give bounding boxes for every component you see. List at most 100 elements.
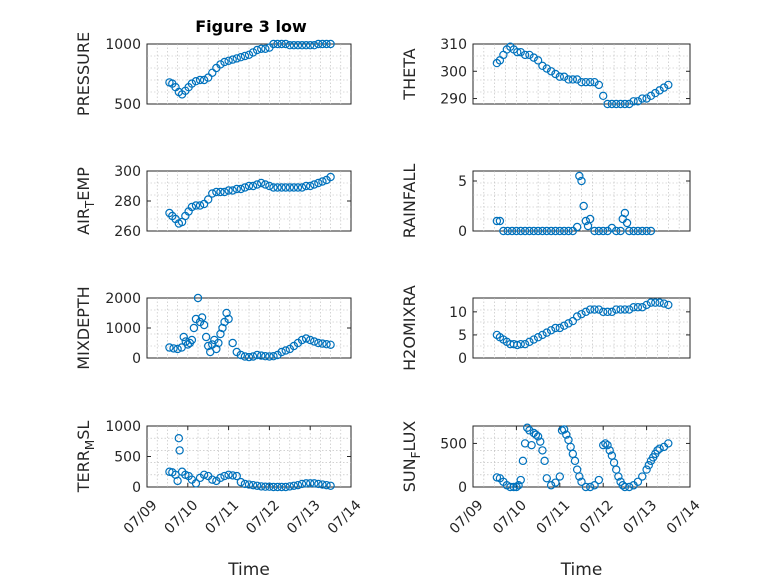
data-point [629,226,638,236]
data-point [306,41,315,50]
data-point [240,352,250,361]
data-point [555,226,565,236]
y-tick-label: 10 [449,305,467,321]
data-point [590,226,599,236]
data-point [228,338,237,348]
data-point [655,86,664,95]
data-point [261,352,270,361]
data-point [651,88,660,98]
x-tick-label: 07/14 [664,497,704,537]
data-point [599,226,608,236]
data-point [285,41,294,50]
data-point [244,50,254,60]
data-point [240,183,250,192]
data-point [187,79,197,88]
data-point [269,183,278,192]
data-point [513,340,522,350]
data-point [601,439,610,448]
data-point [248,480,258,490]
data-point [559,321,569,330]
data-point [240,479,250,489]
data-point [232,184,241,194]
data-point [285,482,294,491]
data-point [559,226,569,236]
data-point [572,222,582,232]
data-point [189,323,199,333]
data-point [193,293,203,303]
data-point [581,216,591,226]
subplot-air-temp: 260 280 300 AIRTEMP [74,164,352,240]
data-point [318,39,327,49]
data-point [252,481,262,490]
data-point [281,346,290,355]
subplot-theta: 290 300 310 THETA [400,37,691,109]
data-point [220,471,229,481]
data-point [297,479,307,489]
y-tick-label: 1000 [105,37,141,53]
x-tick-label: 07/13 [620,497,660,537]
data-point [551,478,560,487]
data-point [614,472,623,481]
data-point [620,208,630,218]
y-tick-label: 0 [132,351,141,367]
data-point [520,339,530,349]
data-point [590,77,599,87]
data-point [273,183,282,192]
data-point [644,461,653,470]
data-point [605,446,614,455]
x-tick-label: 07/09 [447,497,487,537]
x-tick-label: 07/10 [490,497,530,537]
data-point [529,335,538,344]
data-point [220,187,229,197]
data-point [529,226,538,236]
data-point [542,474,551,483]
x-tick-label: 07/10 [162,497,202,537]
y-tick-label: 0 [458,480,467,496]
grid-lines [473,44,690,104]
data-point [310,337,319,346]
data-point [590,481,599,490]
data-point [222,308,231,318]
data-point [216,329,225,339]
data-point [536,437,545,446]
data-point [572,75,582,84]
data-point [199,320,209,330]
data-point [575,472,584,481]
data-series [165,172,335,228]
data-point [625,482,634,492]
data-point [564,319,573,328]
data-point [248,181,258,191]
subplot-pressure: 500 1000 PRESSURE [74,32,352,116]
y-tick-label: 500 [114,450,141,466]
grid-lines [473,171,690,231]
data-point [531,430,541,439]
data-point [240,51,250,61]
data-point [289,41,299,50]
data-point [228,471,237,480]
data-point [594,475,604,485]
data-point [289,481,299,490]
data-point [191,479,201,488]
data-point [203,341,213,351]
y-tick-label: 0 [458,351,467,367]
data-point [277,482,286,492]
data-point [208,68,217,78]
data-point [538,446,547,455]
data-point [638,472,647,481]
data-point [520,50,530,60]
data-point [506,482,515,492]
y-axis-label: MIXDEPTH [74,286,93,369]
data-point [542,226,551,236]
grid-lines [147,426,351,487]
data-point [285,183,294,192]
data-point [228,55,237,64]
data-point [265,352,274,361]
y-axis-label: H2OMIXRA [400,285,419,371]
data-point [646,298,656,307]
x-axis-label: Time [227,560,270,580]
data-point [633,97,643,106]
data-point [516,339,525,349]
data-point [625,226,634,236]
